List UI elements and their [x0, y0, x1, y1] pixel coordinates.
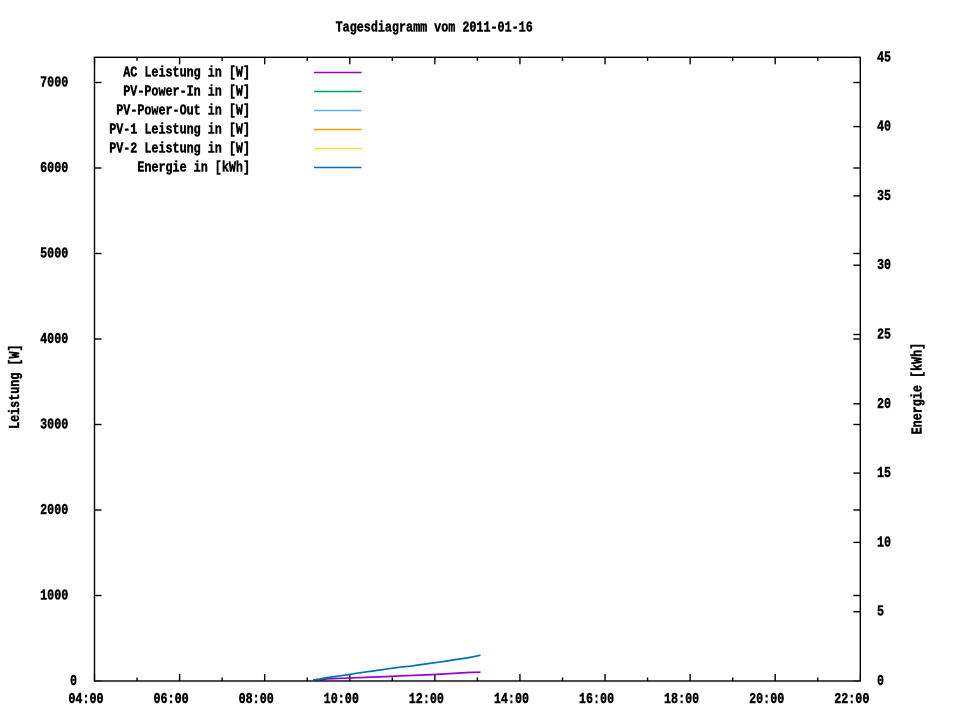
svg-text:20: 20 — [877, 396, 891, 413]
svg-text:30: 30 — [877, 257, 891, 274]
svg-text:5000: 5000 — [40, 246, 68, 263]
svg-text:PV-Power-In in [W]: PV-Power-In in [W] — [123, 84, 250, 101]
svg-text:0: 0 — [877, 673, 884, 690]
svg-text:12:00: 12:00 — [409, 691, 444, 708]
svg-text:18:00: 18:00 — [664, 691, 699, 708]
svg-text:06:00: 06:00 — [153, 691, 188, 708]
svg-text:10: 10 — [877, 534, 891, 551]
svg-text:14:00: 14:00 — [494, 691, 529, 708]
svg-text:7000: 7000 — [40, 75, 68, 92]
svg-text:5: 5 — [877, 604, 884, 621]
svg-text:PV-1 Leistung in [W]: PV-1 Leistung in [W] — [109, 122, 250, 139]
svg-text:PV-Power-Out in [W]: PV-Power-Out in [W] — [116, 103, 250, 120]
svg-text:10:00: 10:00 — [324, 691, 359, 708]
svg-text:20:00: 20:00 — [749, 691, 784, 708]
svg-text:40: 40 — [877, 119, 891, 136]
svg-text:Leistung [W]: Leistung [W] — [7, 344, 24, 428]
svg-text:45: 45 — [877, 49, 891, 66]
svg-text:1000: 1000 — [40, 588, 68, 605]
svg-text:16:00: 16:00 — [579, 691, 614, 708]
svg-text:PV-2 Leistung in [W]: PV-2 Leistung in [W] — [109, 141, 250, 158]
svg-text:04:00: 04:00 — [68, 691, 103, 708]
svg-text:15: 15 — [877, 465, 891, 482]
svg-text:2000: 2000 — [40, 502, 68, 519]
svg-text:22:00: 22:00 — [834, 691, 869, 708]
svg-text:4000: 4000 — [40, 331, 68, 348]
svg-text:3000: 3000 — [40, 417, 68, 434]
svg-text:08:00: 08:00 — [239, 691, 274, 708]
svg-text:AC Leistung in [W]: AC Leistung in [W] — [123, 65, 250, 82]
svg-text:25: 25 — [877, 327, 891, 344]
svg-text:Energie in [kWh]: Energie in [kWh] — [137, 160, 250, 177]
svg-text:35: 35 — [877, 188, 891, 205]
svg-text:Tagesdiagramm vom 2011-01-16: Tagesdiagramm vom 2011-01-16 — [336, 20, 533, 37]
svg-text:Energie [kWh]: Energie [kWh] — [910, 343, 927, 435]
svg-text:6000: 6000 — [40, 160, 68, 177]
svg-text:0: 0 — [70, 673, 77, 690]
